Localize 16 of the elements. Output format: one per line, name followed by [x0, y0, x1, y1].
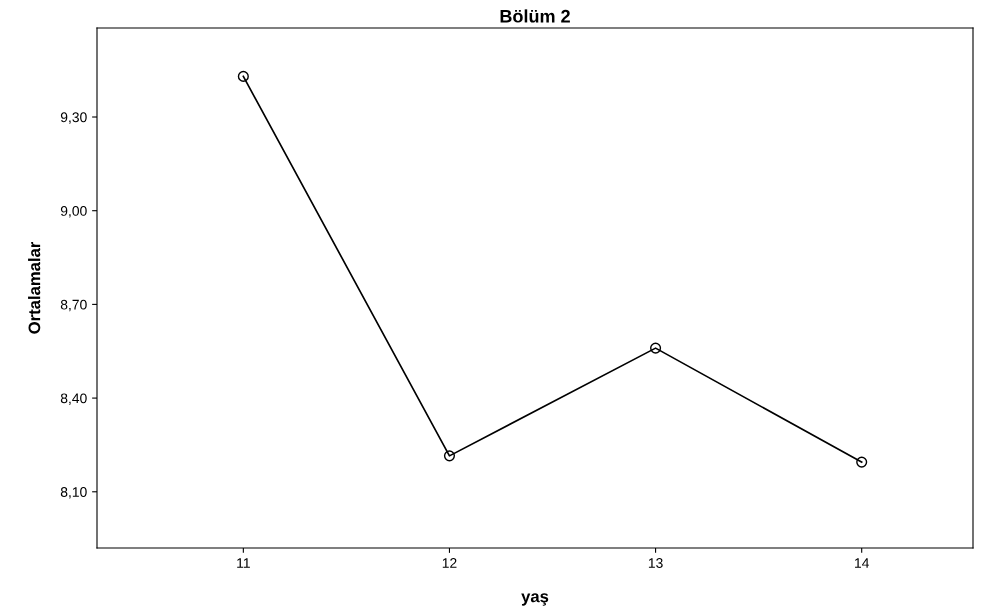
- y-tick-label: 8,70: [60, 299, 87, 312]
- point: [443, 450, 456, 462]
- y-tick-label: 9,00: [60, 206, 87, 218]
- y-tick-label: 8,10: [60, 487, 87, 499]
- point: [237, 70, 249, 82]
- x-tick-label: 11: [237, 558, 250, 568]
- y-tick-label: 8,40: [60, 393, 87, 405]
- x-tick-label: 12: [442, 558, 457, 568]
- x-tick-label: 14: [855, 558, 870, 568]
- x-tick-label: 13: [648, 558, 663, 568]
- y-tick-label: 9,30: [60, 112, 87, 124]
- y-axis-title: Ortalamalar: [28, 241, 41, 334]
- x-axis-title: yaş: [521, 593, 549, 606]
- chart-title: Bölüm 2: [500, 9, 570, 23]
- point: [856, 456, 868, 468]
- point: [650, 342, 662, 354]
